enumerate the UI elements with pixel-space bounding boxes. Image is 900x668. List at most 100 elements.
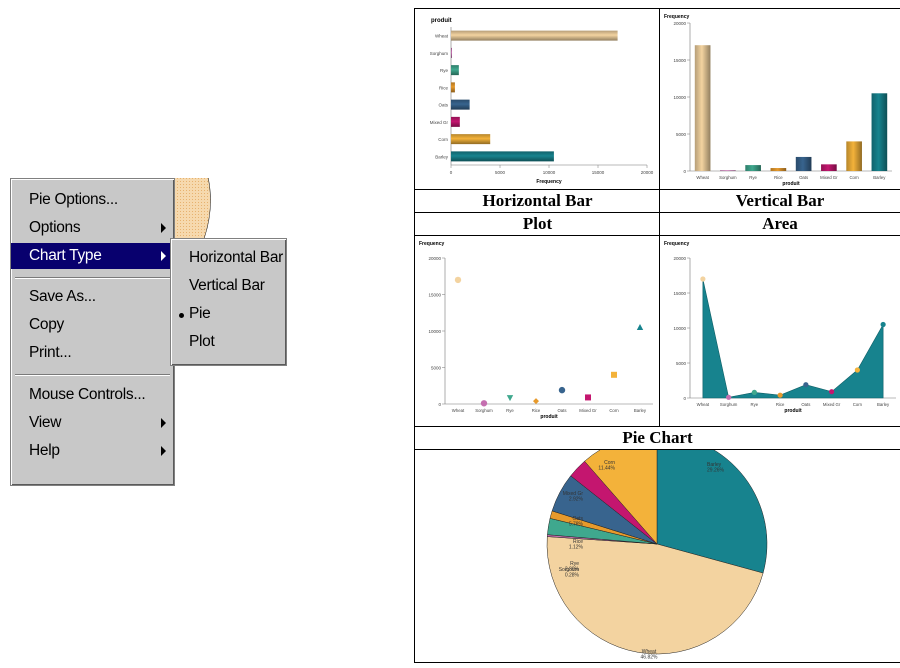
data-point (636, 323, 644, 330)
y-tick-label: Corn (438, 137, 448, 142)
x-tick-label: Sorghum (720, 402, 738, 407)
bar (451, 82, 455, 93)
slice-percent: 5.78% (569, 522, 584, 528)
bar (451, 134, 491, 145)
bar (846, 141, 862, 171)
menu-item-label: Save As... (29, 288, 96, 305)
slice-percent: 46.82% (641, 655, 659, 661)
x-tick-label: Corn (853, 402, 863, 407)
x-tick-label: 10000 (543, 170, 556, 175)
data-point (803, 382, 809, 388)
y-tick-label: 0 (438, 402, 441, 407)
data-point (480, 400, 488, 407)
caption-pie: Pie Chart (414, 426, 900, 450)
menu-item-view[interactable]: View (11, 410, 174, 436)
bar (451, 99, 470, 110)
chart-gallery: produit Wheat Sorghum Rye Rice Oats Mixed Gr Co… (414, 8, 900, 668)
menu-separator (15, 374, 170, 376)
x-tick-label: Rye (506, 408, 514, 413)
data-point (854, 367, 860, 373)
bar (821, 164, 837, 171)
x-tick-label: 5000 (495, 170, 506, 175)
slice-percent: 11.44% (598, 466, 615, 472)
x-tick-label: Oats (557, 408, 566, 413)
x-tick-label: Barley (873, 175, 886, 180)
x-tick-label: Sorghum (475, 408, 493, 413)
slice-label: Sorghum (559, 567, 579, 573)
bar (451, 116, 460, 127)
y-tick-label: Rice (439, 85, 448, 90)
pie-slice (546, 536, 764, 655)
submenu-item-pie[interactable]: Pie (171, 301, 286, 327)
y-tick-label: Barley (435, 154, 449, 159)
x-tick-label: Oats (799, 175, 808, 180)
x-axis-label: produit (782, 181, 800, 187)
submenu-item-label: Plot (189, 333, 215, 350)
x-axis-label: produit (784, 408, 802, 414)
submenu-item-horizontal-bar[interactable]: Horizontal Bar (171, 245, 286, 271)
radio-bullet-icon (179, 313, 184, 318)
submenu-arrow-icon (161, 251, 166, 261)
chart-title: produit (431, 18, 452, 24)
area-panel: Frequency 0 5000 10000 15000 20000 Wheat Sorghu… (659, 235, 900, 427)
y-tick-label: Oats (438, 103, 448, 108)
submenu-item-plot[interactable]: Plot (171, 329, 286, 355)
menu-item-label: Copy (29, 316, 64, 333)
data-point (533, 398, 539, 405)
slice-label: Rice (573, 539, 583, 545)
menu-item-print[interactable]: Print... (11, 340, 174, 366)
bar (795, 156, 812, 171)
area-chart: Frequency 0 5000 10000 15000 20000 Wheat Sorghu… (664, 241, 896, 414)
menu-item-pie-options[interactable]: Pie Options... (11, 187, 174, 213)
y-axis-label: Frequency (664, 241, 690, 247)
y-tick-label: Wheat (435, 34, 449, 39)
y-tick-label: 5000 (676, 361, 687, 366)
pie-chart: Barley29.26%Wheat46.82%Sorghum0.28%Rye2.… (546, 433, 768, 661)
y-axis-label: Frequency (419, 241, 445, 247)
slice-label: Barley (707, 462, 722, 468)
menu-item-options[interactable]: Options (11, 215, 174, 241)
vbar-panel: Frequency 0 5000 10000 15000 20000 Wheat Sorghu… (659, 8, 900, 190)
y-tick-label: Sorghum (430, 51, 449, 56)
bar (745, 165, 761, 171)
pie-wedge-peek (174, 178, 211, 238)
x-tick-label: 0 (450, 170, 453, 175)
caption-plot: Plot (414, 212, 661, 236)
menu-item-save-as[interactable]: Save As... (11, 284, 174, 310)
data-point (829, 389, 835, 395)
x-tick-label: Corn (849, 175, 859, 180)
menu-item-mouse-controls[interactable]: Mouse Controls... (11, 382, 174, 408)
menu-item-label: Mouse Controls... (29, 386, 146, 403)
menu-item-label: Options (29, 219, 81, 236)
x-tick-label: Rice (776, 402, 785, 407)
x-tick-label: Corn (609, 408, 619, 413)
y-tick-label: 15000 (673, 291, 686, 296)
bar (694, 45, 711, 172)
data-point (751, 389, 757, 395)
submenu-arrow-icon (161, 446, 166, 456)
x-tick-label: Rice (774, 175, 783, 180)
menu-item-copy[interactable]: Copy (11, 312, 174, 338)
hbar-panel: produit Wheat Sorghum Rye Rice Oats Mixed Gr Co… (414, 8, 661, 190)
slice-label: Mixed Gr (563, 491, 584, 497)
y-tick-label: 20000 (673, 256, 686, 261)
submenu-item-vertical-bar[interactable]: Vertical Bar (171, 273, 286, 299)
y-tick-label: 20000 (428, 256, 441, 261)
bar (451, 47, 452, 58)
bar (770, 168, 787, 171)
y-tick-label: 20000 (673, 21, 686, 26)
y-tick-label: 10000 (673, 95, 686, 100)
slice-percent: 29.26% (707, 468, 725, 474)
x-tick-label: 15000 (592, 170, 605, 175)
menu-item-chart-type[interactable]: Chart Type (11, 243, 174, 269)
menu-separator (15, 277, 170, 279)
slice-percent: 0.28% (565, 573, 580, 579)
data-point (558, 386, 566, 394)
menu-item-help[interactable]: Help (11, 438, 174, 464)
y-tick-label: Rye (440, 68, 448, 73)
data-point (700, 276, 706, 282)
x-tick-label: 20000 (641, 170, 654, 175)
slice-label: Corn (604, 460, 615, 466)
y-tick-label: 10000 (673, 326, 686, 331)
caption-area: Area (659, 212, 900, 236)
